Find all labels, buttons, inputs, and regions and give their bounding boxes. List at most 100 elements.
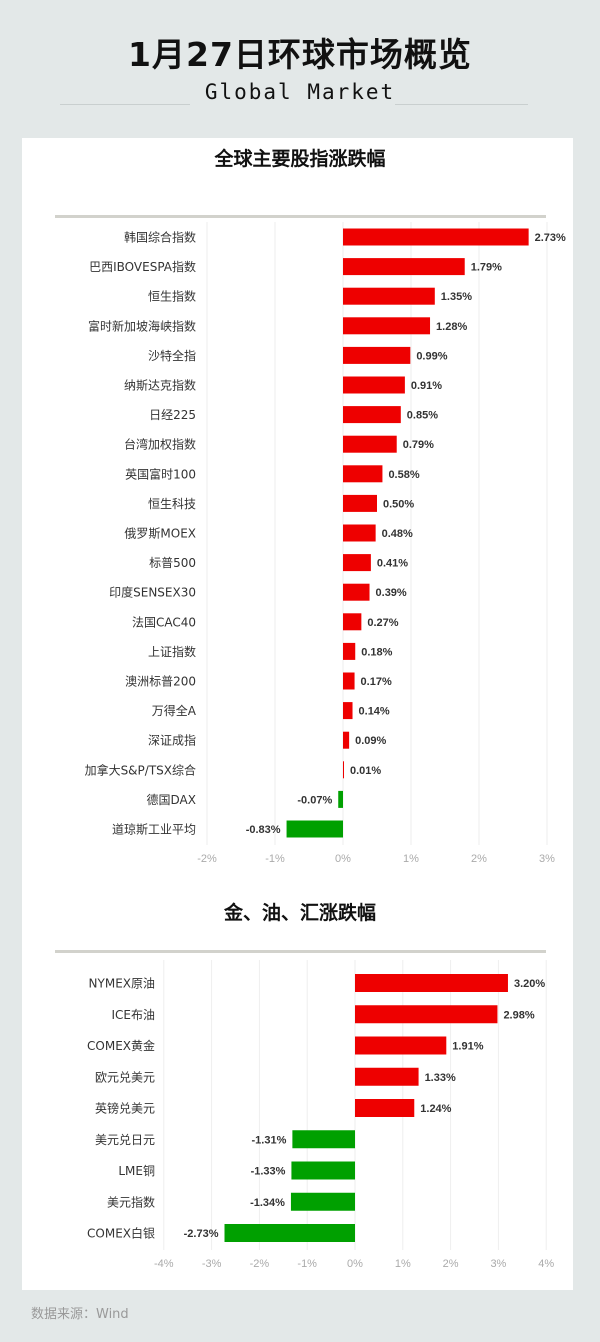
- data-source: 数据来源：Wind: [31, 1307, 129, 1322]
- category-label: LME铜: [118, 1163, 155, 1178]
- category-label: 欧元兑美元: [95, 1070, 155, 1084]
- bar: [338, 790, 343, 808]
- data-label: 2.98%: [503, 1009, 534, 1021]
- chart2-title: 金、油、汇涨跌幅: [223, 902, 376, 924]
- data-label: 2.73%: [535, 232, 566, 244]
- category-label: 澳洲标普200: [125, 675, 196, 689]
- bar: [343, 228, 529, 246]
- data-label: 0.14%: [359, 706, 390, 718]
- x-tick-label: -1%: [265, 853, 285, 865]
- data-label: -1.33%: [251, 1166, 286, 1178]
- bar: [343, 731, 350, 749]
- bar: [343, 524, 376, 542]
- bar: [355, 1005, 498, 1024]
- bar: [355, 1067, 419, 1086]
- data-label: 0.50%: [383, 498, 414, 510]
- category-label: 英镑兑美元: [95, 1101, 155, 1116]
- x-tick-label: 3%: [490, 1258, 506, 1270]
- x-tick-label: -1%: [297, 1258, 317, 1270]
- data-label: 0.09%: [355, 735, 386, 747]
- x-tick-label: 2%: [443, 1258, 459, 1270]
- x-tick-label: -2%: [197, 853, 217, 865]
- data-label: 0.17%: [361, 676, 392, 688]
- stock-index-chart: -2% -1% 0% 1% 2% 3% 韩国综合指数 2.73% 巴西IBOVESPA指数 1.7…: [85, 222, 566, 865]
- category-label: 巴西IBOVESPA指数: [89, 259, 196, 274]
- bar: [343, 672, 355, 690]
- category-label: NYMEX原油: [89, 977, 155, 991]
- data-label: -2.73%: [184, 1228, 219, 1240]
- data-label: 1.35%: [441, 291, 472, 303]
- data-label: 0.99%: [416, 350, 447, 362]
- data-label: 1.91%: [452, 1041, 483, 1053]
- bar: [343, 258, 465, 276]
- category-label: 俄罗斯MOEX: [124, 527, 196, 541]
- data-label: 0.39%: [376, 587, 407, 599]
- category-label: 日经225: [149, 408, 196, 422]
- category-label: COMEX白银: [87, 1226, 155, 1241]
- x-tick-label: 1%: [395, 1258, 411, 1270]
- data-label: 0.91%: [411, 380, 442, 392]
- category-label: 美元指数: [107, 1194, 155, 1209]
- x-tick-label: 1%: [403, 853, 419, 865]
- data-label: -1.31%: [252, 1134, 287, 1146]
- data-label: -1.34%: [250, 1197, 285, 1209]
- bar: [292, 1130, 355, 1149]
- category-label: 万得全A: [152, 703, 197, 718]
- bar: [343, 376, 405, 394]
- data-label: 0.85%: [407, 410, 438, 422]
- bar: [343, 761, 344, 779]
- x-tick-label: 0%: [347, 1258, 363, 1270]
- category-label: 道琼斯工业平均: [112, 822, 196, 837]
- data-label: 1.79%: [471, 262, 502, 274]
- bar: [343, 465, 383, 483]
- data-label: 0.58%: [388, 469, 419, 481]
- category-label: 印度SENSEX30: [109, 585, 196, 600]
- chart1-separator: [55, 215, 546, 218]
- bar: [343, 613, 362, 631]
- bar: [343, 346, 411, 364]
- chart-card: [22, 138, 573, 1290]
- bar: [343, 554, 371, 572]
- bar: [343, 317, 431, 335]
- page-title: 1月27日环球市场概览: [128, 35, 472, 74]
- commodity-fx-chart: -4% -3% -2% -1% 0% 1% 2% 3% 4% NYMEX原油 3.20% ICE布油 2…: [87, 960, 554, 1270]
- bar: [343, 702, 353, 720]
- category-label: 英国富时100: [125, 466, 196, 481]
- bar: [286, 820, 343, 838]
- bar: [343, 642, 356, 660]
- bar: [343, 435, 397, 453]
- bar: [224, 1224, 355, 1242]
- category-label: 纳斯达克指数: [124, 378, 196, 393]
- data-label: 1.24%: [420, 1103, 451, 1115]
- category-label: 深证成指: [148, 733, 196, 748]
- data-label: 0.18%: [361, 646, 392, 658]
- data-label: 0.41%: [377, 558, 408, 570]
- bar: [343, 583, 370, 601]
- bar: [343, 406, 401, 424]
- data-label: 0.48%: [382, 528, 413, 540]
- category-label: 德国DAX: [147, 792, 196, 807]
- category-label: 富时新加坡海峡指数: [88, 318, 196, 333]
- category-label: ICE布油: [111, 1008, 155, 1022]
- category-label: 加拿大S&P/TSX综合: [85, 762, 196, 777]
- category-label: 法国CAC40: [132, 615, 196, 629]
- category-label: 韩国综合指数: [124, 230, 196, 245]
- data-label: 0.27%: [367, 617, 398, 629]
- chart2-separator: [55, 950, 546, 953]
- data-label: 0.79%: [403, 439, 434, 451]
- bar: [355, 974, 508, 992]
- divider-left: [60, 104, 190, 105]
- bar: [355, 1099, 415, 1117]
- divider-right: [395, 104, 528, 105]
- bar: [355, 1036, 447, 1055]
- x-tick-label: 2%: [471, 853, 487, 865]
- category-label: COMEX黄金: [87, 1038, 155, 1053]
- data-label: 0.01%: [350, 765, 381, 777]
- data-label: 1.28%: [436, 321, 467, 333]
- bar: [290, 1192, 355, 1211]
- x-tick-label: -3%: [202, 1258, 222, 1270]
- data-label: -0.07%: [297, 794, 332, 806]
- category-label: 上证指数: [148, 644, 196, 659]
- bar: [343, 287, 435, 305]
- category-label: 恒生科技: [148, 497, 196, 511]
